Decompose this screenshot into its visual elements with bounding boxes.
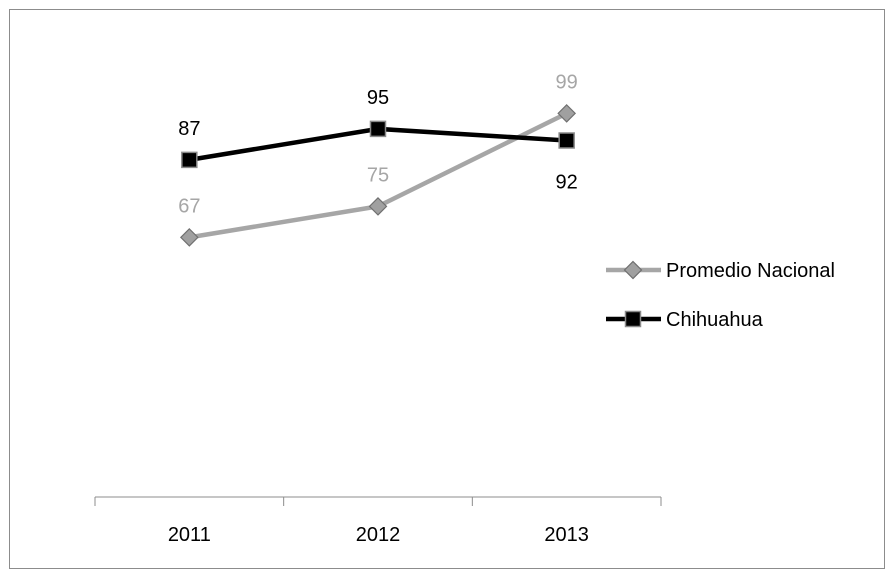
data-label: 67: [178, 195, 200, 217]
series-point: [557, 104, 577, 123]
legend-label: Chihuahua: [666, 309, 764, 331]
data-labels: 67 75 99 87 95 92: [178, 71, 578, 217]
x-tick-label: 2013: [544, 524, 589, 546]
series-point: [368, 197, 388, 216]
series-layer: [179, 104, 577, 247]
x-tick-label: 2012: [356, 524, 401, 546]
data-label: 95: [367, 87, 389, 109]
legend-marker: [623, 260, 643, 280]
data-label: 87: [178, 118, 200, 140]
legend-item: Chihuahua: [606, 309, 764, 331]
legend-marker: [624, 310, 642, 328]
series-point: [369, 120, 387, 138]
chart-frame: [9, 9, 885, 569]
data-label: 75: [367, 164, 389, 186]
series-point: [179, 228, 199, 247]
legend-item: Promedio Nacional: [606, 260, 835, 282]
series-chihuahua: [181, 120, 575, 169]
legend-label: Promedio Nacional: [666, 260, 835, 282]
data-label: 99: [556, 71, 578, 93]
data-label: 92: [556, 172, 578, 194]
series-point: [181, 151, 198, 169]
legend: Promedio Nacional Chihuahua: [606, 260, 835, 331]
x-axis: 2011 2012 2013: [94, 496, 662, 546]
x-tick-label: 2011: [168, 524, 211, 546]
series-point: [558, 132, 575, 149]
series-promedio-nacional: [179, 104, 577, 247]
